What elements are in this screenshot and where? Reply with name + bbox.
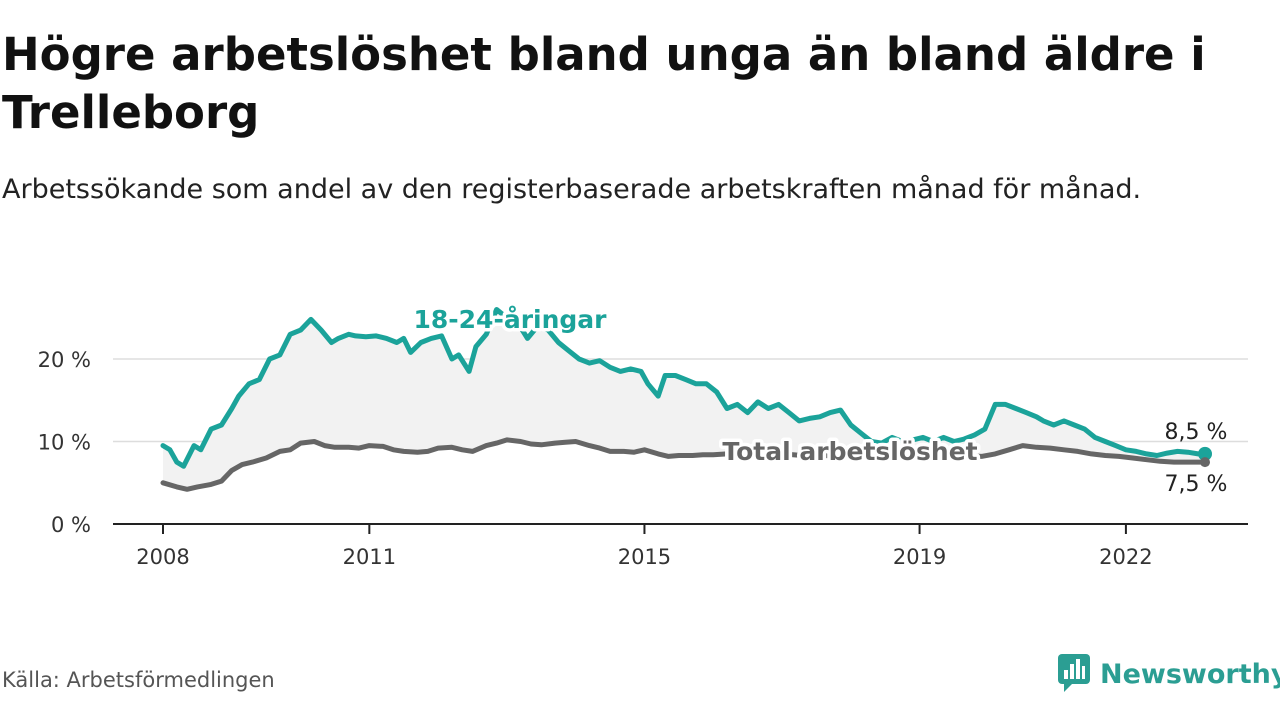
source-note: Källa: Arbetsförmedlingen (2, 668, 275, 692)
chart-subtitle: Arbetssökande som andel av den registerb… (2, 174, 1142, 205)
y-tick-label: 20 % (38, 348, 91, 372)
x-tick-label: 2015 (618, 545, 671, 569)
chart-title: Högre arbetslöshet bland unga än bland ä… (2, 28, 1206, 139)
newsworthy-logo-icon (1058, 654, 1090, 692)
end-label-total: 7,5 % (1165, 472, 1228, 497)
y-tick-label: 10 % (38, 431, 91, 455)
series-label-total: Total arbetslöshet (722, 437, 977, 466)
series-label-youth-halo: 18-24-åringar (414, 305, 608, 334)
brand-logo: Newsworthy (1058, 654, 1280, 694)
x-tick-label: 2008 (136, 545, 189, 569)
series-label-youth: 18-24-åringar (414, 305, 608, 334)
series-line-total (160, 437, 1208, 492)
band-layer (163, 309, 1205, 490)
end-point-total (1200, 457, 1210, 468)
series-layer (160, 307, 1212, 492)
x-tick-label: 2022 (1099, 545, 1152, 569)
grid-layer: 0 % 10 % 20 % 2008 2011 2015 2019 2022 (38, 348, 1248, 569)
brand-name: Newsworthy (1100, 658, 1280, 690)
end-label-youth: 8,5 % (1165, 420, 1228, 445)
end-point-youth (1198, 446, 1212, 461)
series-label-total-halo: Total arbetslöshet (722, 437, 977, 466)
series-line-youth (160, 307, 1208, 469)
x-tick-label: 2011 (343, 545, 396, 569)
line-chart: 0 % 10 % 20 % 2008 2011 2015 2019 2022 18-24-år… (38, 302, 1248, 569)
y-tick-label: 0 % (51, 513, 91, 537)
x-tick-label: 2019 (893, 545, 946, 569)
difference-band (163, 309, 1205, 490)
